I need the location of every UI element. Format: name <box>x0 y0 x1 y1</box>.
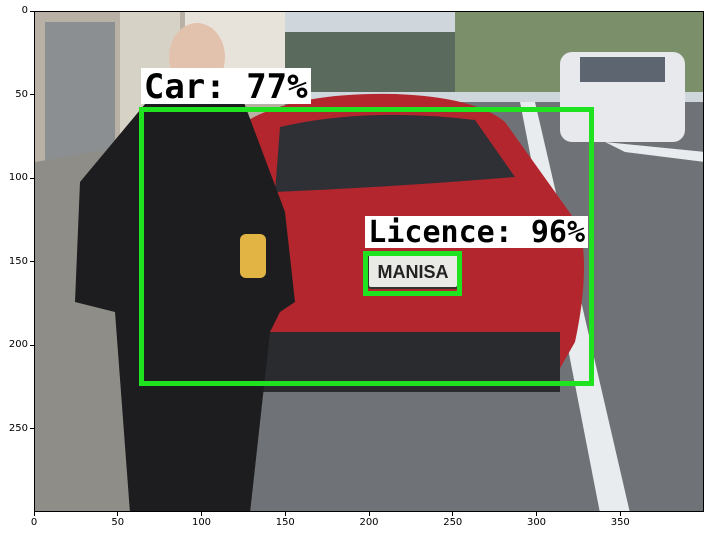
y-tick-mark <box>30 10 34 12</box>
licence-detection-label: Licence: 96% <box>365 215 589 248</box>
y-tick-label: 50 <box>15 88 28 100</box>
y-tick-label: 250 <box>8 422 28 434</box>
car-detection-box <box>138 107 595 387</box>
licence-detection-box <box>363 250 463 296</box>
y-tick-mark <box>30 177 34 179</box>
x-tick-mark <box>619 512 621 516</box>
x-tick-label: 200 <box>359 517 379 528</box>
y-tick-mark <box>30 344 34 346</box>
y-tick-label: 0 <box>21 5 28 16</box>
street-photo: MANISA <box>35 12 703 511</box>
x-tick-mark <box>284 512 286 516</box>
car-detection-label: Car: 77% <box>140 68 311 105</box>
x-tick-label: 100 <box>191 517 212 528</box>
x-tick-mark <box>33 512 35 516</box>
y-tick-label: 150 <box>8 255 28 267</box>
x-tick-label: 150 <box>275 517 295 528</box>
y-tick-mark <box>30 94 34 95</box>
x-tick-mark <box>368 512 370 516</box>
y-tick-label: 100 <box>8 172 28 183</box>
y-tick-mark <box>30 261 34 262</box>
x-tick-label: 50 <box>111 517 125 528</box>
x-tick-label: 350 <box>610 517 630 528</box>
x-tick-label: 250 <box>443 517 463 528</box>
x-tick-mark <box>201 512 202 516</box>
x-tick-mark <box>452 512 454 516</box>
y-tick-label: 200 <box>8 339 28 350</box>
licence-plate-text: MANISA <box>378 262 449 282</box>
x-tick-mark <box>117 512 119 516</box>
x-tick-label: 0 <box>30 517 38 528</box>
y-tick-mark <box>30 428 34 429</box>
x-tick-label: 300 <box>526 517 547 528</box>
image-plot-area: MANISA Car: 77% Licence: 96% <box>34 11 704 512</box>
x-tick-mark <box>536 512 537 516</box>
